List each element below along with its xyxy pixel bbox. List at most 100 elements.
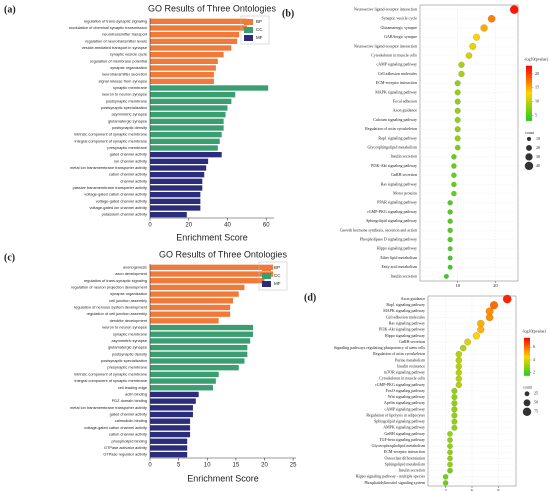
bubble (455, 369, 462, 376)
bar (150, 445, 188, 451)
bar (150, 65, 216, 71)
y-tick-label: asymmetric synapse (112, 338, 147, 343)
y-tick-label: regulation of nervous system development (74, 305, 148, 310)
y-tick-label: Fatty acid metabolism (381, 264, 417, 269)
panel-label: (b) (282, 8, 294, 19)
x-axis-label: Enrichment Score (187, 473, 259, 483)
y-tick-label: GTPase regulator activity (103, 452, 147, 457)
y-tick-label: MAPK signaling pathway (375, 89, 417, 94)
bar (150, 105, 228, 111)
bar (150, 324, 254, 331)
legend-swatch (244, 35, 253, 41)
colorbar-tick-label: 2 (533, 370, 535, 375)
y-tick-label: Ether lipid metabolism (380, 255, 418, 260)
bar (150, 264, 274, 271)
y-tick-label: gated channel activity (110, 412, 147, 417)
bubble (447, 443, 453, 449)
legend-label: CC (274, 273, 281, 278)
x-tick-label: 3 (444, 488, 447, 491)
bubble (477, 319, 485, 328)
size-legend-dot (522, 407, 532, 416)
y-tick-label: cell junction assembly (109, 298, 147, 303)
y-tick-label: Synaptic vesicle cycle (381, 16, 417, 21)
bar (150, 18, 247, 24)
size-legend-label: 75 (534, 409, 538, 414)
y-tick-label: Signaling pathways regulating pluripoten… (334, 345, 426, 350)
y-tick-label: integral component of synaptic membrane (75, 378, 147, 383)
y-tick-label: Glycerophospholipid metabolism (372, 443, 426, 448)
y-tick-label: Motor proteins (393, 191, 417, 196)
colorbar-tick-label: 20 (535, 71, 539, 76)
bubble (455, 351, 462, 358)
y-tick-label: Insulin secretion (398, 468, 425, 473)
legend-label: MF (256, 35, 263, 40)
y-tick-label: intrinsic component of synaptic membrane (74, 132, 147, 137)
size-legend-label: 40 (536, 163, 540, 168)
y-tick-label: GnRH secretion (399, 339, 425, 344)
size-legend-label: 25 (534, 391, 538, 396)
bar (150, 365, 239, 371)
y-tick-label: glutamatergic synapse (108, 345, 147, 350)
y-tick-label: GTPase activator activity (104, 445, 147, 450)
y-tick-label: Neuroactive ligand-receptor interaction (354, 7, 417, 12)
bubble (447, 455, 453, 462)
bubble (447, 246, 453, 252)
bar (150, 284, 245, 291)
bar (150, 385, 213, 391)
bubble (477, 326, 485, 334)
y-tick-label: presynaptic membrane (107, 145, 147, 150)
x-tick-label: 15 (233, 463, 240, 469)
panel-label: (c) (4, 252, 15, 263)
y-tick-label: Growth hormone synthesis, secretion and … (340, 227, 417, 233)
y-tick-label: regulation of membrane potential (90, 58, 147, 63)
y-tick-label: cation channel activity (109, 172, 147, 177)
y-tick-label: Insulin resistance (397, 363, 425, 368)
y-tick-label: GABAergic synapse (384, 34, 417, 39)
bar (150, 32, 240, 38)
bar (150, 85, 269, 91)
bar (150, 78, 214, 84)
size-legend-dot (526, 136, 532, 142)
y-tick-label: signal release from synapse (99, 78, 147, 83)
bar (150, 298, 234, 304)
colorbar-title: -log10(pvalue) (522, 329, 546, 334)
legend-label: BP (256, 19, 262, 24)
y-tick-label: passive transmembrane transporter activi… (73, 185, 147, 190)
y-tick-label: Ras signaling pathway (381, 181, 417, 186)
bar (150, 271, 274, 277)
bubble (451, 388, 458, 394)
x-tick-label: 40 (224, 223, 231, 229)
bubble (487, 15, 496, 23)
y-tick-label: FoxO signaling pathway (386, 388, 425, 393)
y-tick-label: regulation of cell junction assembly (87, 311, 147, 316)
x-tick-label: 9 (497, 488, 500, 491)
colorbar-tick-label: 5 (535, 112, 537, 117)
y-tick-label: metal ion transmembrane transporter acti… (70, 405, 147, 410)
bar (150, 291, 239, 297)
bubble (480, 24, 488, 32)
bar (150, 418, 191, 424)
x-tick-label: 0 (148, 463, 152, 469)
legend-swatch (244, 19, 253, 25)
y-tick-label: Purine metabolism (395, 357, 426, 362)
y-tick-label: voltage-gated ion channel activity (89, 205, 147, 210)
y-tick-label: synaptic membrane (113, 331, 147, 336)
bubble (442, 474, 449, 480)
bar (150, 138, 220, 144)
y-tick-label: mTOR signaling pathway (384, 370, 425, 375)
y-tick-label: Wnt signaling pathway (388, 394, 425, 399)
y-tick-label: Regulation of actin cytoskeleton (373, 351, 425, 356)
bar (150, 318, 219, 324)
y-tick-label: PDZ domain binding (112, 398, 147, 403)
bar (150, 118, 224, 124)
y-tick-label: Hippo signaling pathway - multiple speci… (356, 474, 426, 479)
bubble (454, 126, 461, 133)
y-tick-label: neurotransmitter secretion (102, 72, 147, 77)
bar (150, 25, 247, 31)
y-tick-label: Axon guidance (393, 108, 418, 113)
x-tick-label: 25 (290, 463, 297, 469)
x-tick-label: 10 (455, 283, 460, 288)
bubble (454, 80, 461, 87)
bubble (455, 363, 462, 370)
y-tick-label: modulation of chemical synaptic transmis… (69, 25, 147, 30)
